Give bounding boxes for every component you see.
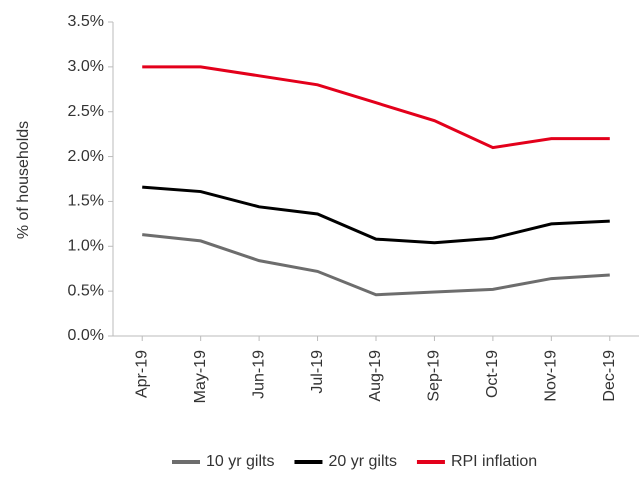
y-tick-label: 2.5%	[68, 103, 104, 120]
legend-label: 20 yr gilts	[328, 453, 396, 470]
x-tick-label: Oct-19	[484, 350, 501, 398]
y-tick-label: 0.5%	[68, 282, 104, 299]
x-tick-label: Dec-19	[601, 350, 618, 402]
x-tick-label: Aug-19	[367, 350, 384, 402]
legend-label: 10 yr gilts	[206, 453, 274, 470]
x-tick-label: May-19	[192, 350, 209, 403]
y-axis-label: % of households	[15, 121, 32, 239]
x-tick-label: Nov-19	[543, 350, 560, 402]
y-tick-label: 0.0%	[68, 327, 104, 344]
y-tick-label: 1.0%	[68, 238, 104, 255]
y-tick-label: 3.0%	[68, 58, 104, 75]
series-line	[142, 185, 610, 245]
x-tick-label: Jul-19	[309, 350, 326, 394]
y-tick-label: 2.0%	[68, 148, 104, 165]
series-line	[142, 233, 610, 297]
series-line	[142, 65, 610, 150]
y-tick-label: 1.5%	[68, 193, 104, 210]
y-tick-label: 3.5%	[68, 13, 104, 30]
x-tick-label: Jun-19	[250, 350, 267, 399]
legend-label: RPI inflation	[451, 453, 537, 470]
x-tick-label: Sep-19	[426, 350, 443, 402]
x-tick-label: Apr-19	[133, 350, 150, 398]
